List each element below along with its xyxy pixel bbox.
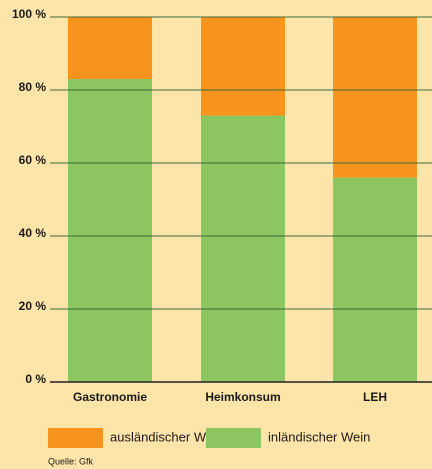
x-tick-label: LEH xyxy=(363,390,387,404)
bar-segment xyxy=(201,17,285,116)
bar-segment xyxy=(201,115,285,383)
y-tick-label: 60 % xyxy=(19,153,47,167)
bar-segment xyxy=(68,17,152,80)
bar-segment xyxy=(333,17,417,178)
source: Quelle: Gfk xyxy=(48,456,94,466)
y-tick-label: 40 % xyxy=(19,226,47,240)
y-tick-label: 80 % xyxy=(19,80,47,94)
x-tick-label: Gastronomie xyxy=(73,390,147,404)
y-tick-label: 20 % xyxy=(19,299,47,313)
legend-swatch xyxy=(206,428,261,448)
y-tick-label: 0 % xyxy=(25,372,46,386)
legend-label: ausländischer Wein xyxy=(110,429,223,444)
bar-segment xyxy=(333,177,417,382)
legend-swatch xyxy=(48,428,103,448)
x-tick-label: Heimkonsum xyxy=(205,390,280,404)
y-tick-label: 100 % xyxy=(12,7,46,21)
bar-segment xyxy=(68,79,152,383)
legend-label: inländischer Wein xyxy=(268,429,370,444)
